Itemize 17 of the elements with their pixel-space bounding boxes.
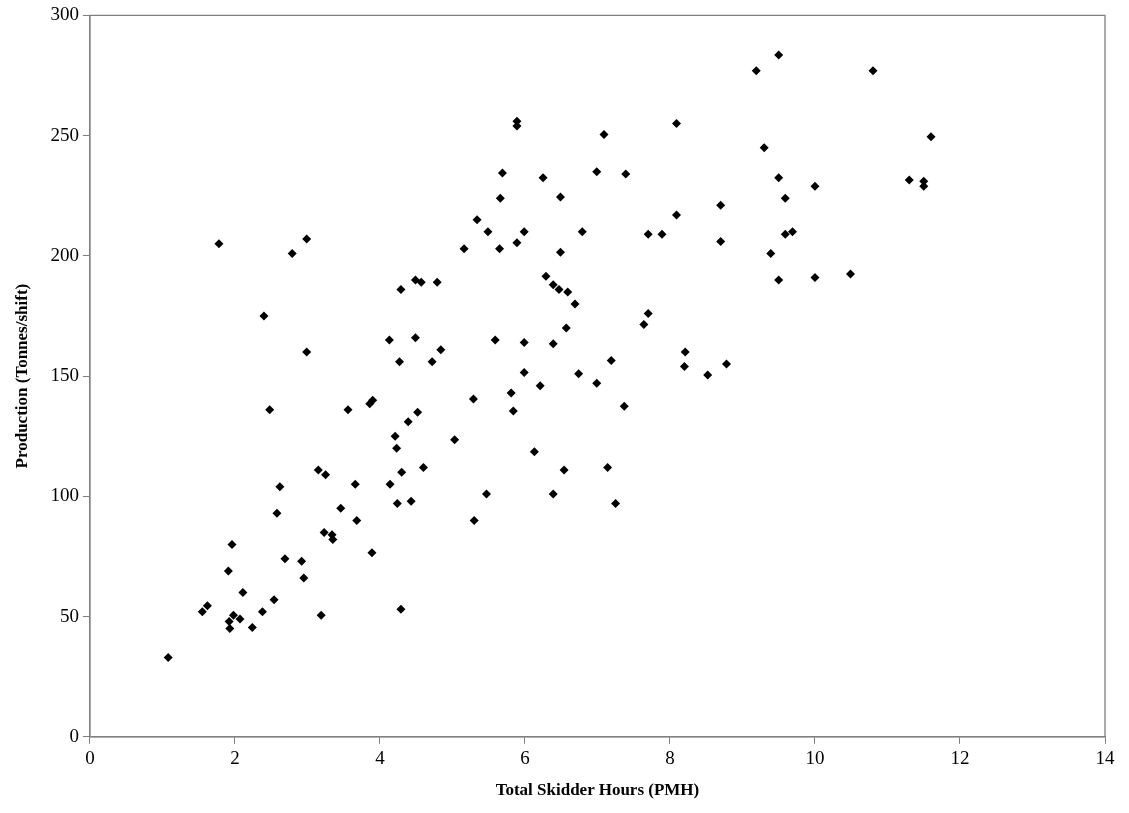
y-tick-label: 100 xyxy=(50,484,79,506)
x-tick-label: 14 xyxy=(1095,747,1115,769)
x-tick-label: 0 xyxy=(85,747,95,769)
x-tick-label: 8 xyxy=(665,747,675,769)
x-tick-label: 2 xyxy=(230,747,240,769)
y-tick-label: 50 xyxy=(59,604,79,626)
x-tick-label: 6 xyxy=(520,747,530,769)
y-tick-label: 200 xyxy=(50,243,79,265)
y-tick-label: 250 xyxy=(50,123,79,145)
y-tick-label: 150 xyxy=(50,364,79,386)
x-tick-label: 12 xyxy=(950,747,970,769)
y-tick-label: 300 xyxy=(50,3,79,25)
y-axis-title: Production (Tonnes/shift) xyxy=(11,283,31,469)
x-tick-label: 10 xyxy=(805,747,825,769)
y-tick-label: 0 xyxy=(69,724,79,746)
x-axis-title: Total Skidder Hours (PMH) xyxy=(495,780,700,800)
x-tick-label: 4 xyxy=(375,747,386,769)
